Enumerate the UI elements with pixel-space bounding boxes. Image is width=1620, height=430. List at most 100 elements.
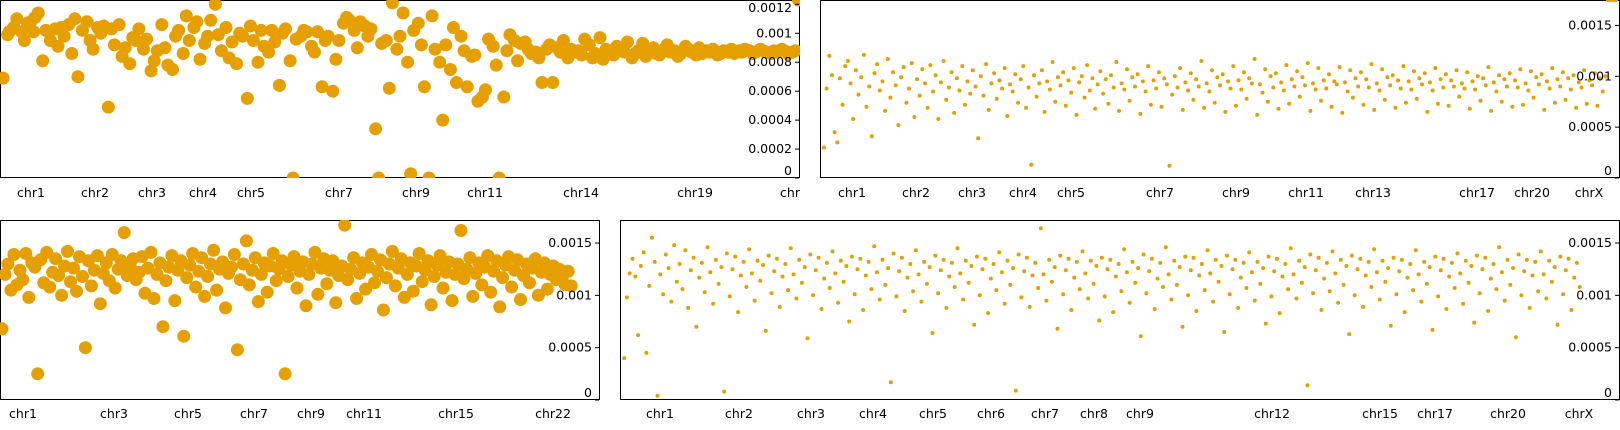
data-point	[1595, 103, 1600, 108]
data-point	[1563, 268, 1568, 273]
chromosome-label: chr19	[677, 185, 713, 200]
data-point	[994, 96, 999, 101]
data-point	[981, 93, 986, 98]
data-point	[907, 86, 911, 91]
data-point	[302, 267, 316, 281]
data-point	[425, 9, 439, 23]
chromosome-label: chr17	[1417, 406, 1453, 421]
data-point	[112, 18, 126, 32]
data-point	[1050, 60, 1055, 64]
data-point	[1279, 80, 1284, 85]
data-point	[1230, 267, 1235, 272]
data-point	[1435, 101, 1440, 106]
y-tick-label: 0.0015	[1568, 17, 1612, 32]
data-point	[1481, 76, 1486, 81]
data-point	[974, 254, 979, 259]
data-point	[1233, 257, 1238, 262]
data-point	[1489, 108, 1494, 113]
data-point	[1561, 292, 1566, 297]
y-tick-label: 0.0015	[1568, 235, 1612, 250]
data-point	[1143, 89, 1148, 94]
data-point	[624, 295, 629, 300]
data-point	[1274, 256, 1279, 261]
data-point	[1483, 255, 1488, 260]
data-point	[492, 171, 506, 178]
chromosome-label: chr1	[9, 406, 37, 421]
data-point	[1069, 308, 1074, 312]
data-point	[1558, 84, 1563, 89]
y-tick-label: 0.0015	[548, 235, 592, 250]
data-point	[1103, 77, 1108, 82]
data-point	[1024, 105, 1028, 110]
data-point	[10, 12, 24, 26]
data-point	[944, 305, 949, 310]
data-point	[1277, 311, 1282, 316]
data-point	[1127, 98, 1132, 103]
data-point	[1592, 71, 1597, 76]
data-point	[788, 44, 800, 58]
data-point	[1374, 270, 1379, 275]
data-point	[774, 256, 779, 261]
data-point	[1252, 57, 1257, 61]
data-point	[1390, 73, 1395, 78]
data-point	[1095, 82, 1100, 87]
data-point	[1258, 281, 1263, 286]
data-point	[1027, 304, 1032, 309]
data-point	[970, 68, 975, 73]
data-point	[1019, 295, 1024, 300]
data-point	[254, 23, 268, 37]
data-point	[514, 293, 527, 306]
data-point	[902, 309, 907, 313]
data-point	[1341, 282, 1346, 287]
data-point	[1174, 282, 1179, 287]
data-point	[446, 21, 460, 34]
data-point	[67, 261, 80, 275]
data-point	[281, 270, 295, 283]
data-point	[697, 275, 702, 280]
data-point	[1305, 383, 1310, 388]
data-point	[1478, 98, 1483, 103]
data-point	[1598, 76, 1603, 81]
data-point	[393, 29, 407, 43]
data-point	[968, 91, 973, 96]
data-point	[1202, 105, 1207, 110]
data-point	[1511, 266, 1516, 271]
data-point	[1011, 266, 1016, 271]
data-point	[1414, 96, 1419, 101]
data-point	[1449, 78, 1454, 83]
data-point	[198, 289, 212, 303]
data-point	[1180, 107, 1185, 112]
chromosome-label: chr13	[1355, 185, 1391, 200]
data-point	[243, 19, 257, 33]
data-point	[1536, 289, 1541, 294]
data-point	[1071, 66, 1076, 71]
y-tick-label: 0	[1604, 163, 1612, 178]
data-point	[1563, 97, 1568, 102]
chromosome-label: chr9	[297, 406, 325, 421]
data-point	[1106, 101, 1111, 106]
data-point	[1572, 275, 1577, 280]
plot-frame	[0, 0, 800, 178]
data-point	[994, 288, 999, 293]
data-point	[1541, 272, 1546, 277]
data-point	[931, 89, 935, 94]
data-point	[719, 265, 724, 270]
data-point	[1172, 258, 1177, 263]
data-point	[983, 256, 988, 261]
data-point	[1047, 257, 1052, 262]
data-point	[137, 42, 150, 56]
data-point	[949, 70, 954, 75]
data-point	[16, 273, 30, 287]
data-point	[454, 224, 468, 237]
data-point	[669, 299, 674, 304]
data-point	[1041, 272, 1046, 277]
data-point	[1374, 81, 1379, 86]
data-point	[808, 252, 813, 257]
data-point	[283, 54, 297, 68]
data-point	[923, 81, 927, 86]
data-point	[1052, 265, 1057, 270]
data-point	[246, 34, 260, 47]
data-point	[973, 84, 978, 89]
data-point	[299, 299, 313, 313]
data-point	[1388, 83, 1393, 88]
